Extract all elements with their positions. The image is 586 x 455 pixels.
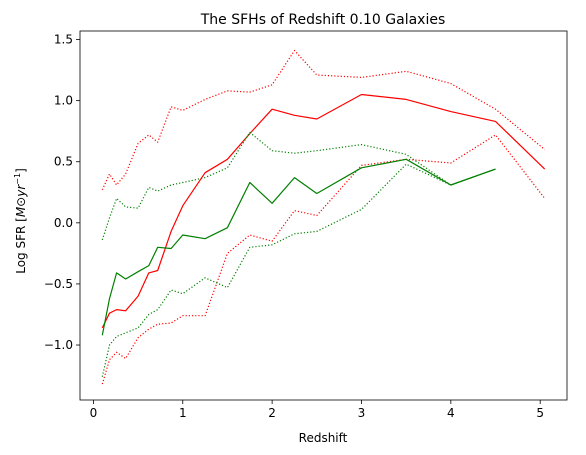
y-tick-label: −1.0 [44, 338, 73, 352]
x-tick-label: 2 [268, 406, 276, 420]
x-axis-label: Redshift [299, 431, 348, 445]
y-tick-label: 1.5 [54, 33, 73, 47]
plot-frame [79, 30, 568, 401]
series-line-6 [101, 163, 496, 377]
series-line-5 [101, 131, 496, 241]
x-tick-label: 5 [536, 406, 544, 420]
chart-title: The SFHs of Redshift 0.10 Galaxies [200, 12, 446, 28]
y-axis-label-end: ] [14, 168, 28, 173]
series-line-4 [101, 158, 496, 336]
series-line-1 [101, 93, 546, 329]
y-axis-label-main: Log SFR [ [14, 217, 28, 274]
y-tick-label: 1.0 [54, 94, 73, 108]
y-axis-label-superscript: −1 [13, 173, 22, 185]
axes-layer: 0 1 2 3 4 5 −1.0 −0.5 0.0 0.5 1.0 1.5 [44, 30, 568, 420]
y-tick-label: 0.5 [54, 155, 73, 169]
y-tick-label: 0.0 [54, 216, 73, 230]
y-tick-label: −0.5 [44, 277, 73, 291]
x-tick-label: 4 [447, 406, 455, 420]
x-tick-label: 1 [179, 406, 187, 420]
x-tick-label: 0 [90, 406, 98, 420]
y-axis-label-math: M⊙yr [14, 184, 28, 218]
series-layer [101, 49, 546, 385]
y-axis-label: Log SFR [M⊙yr−1] [13, 168, 28, 274]
x-tick-label: 3 [358, 406, 366, 420]
series-line-2 [101, 49, 546, 191]
